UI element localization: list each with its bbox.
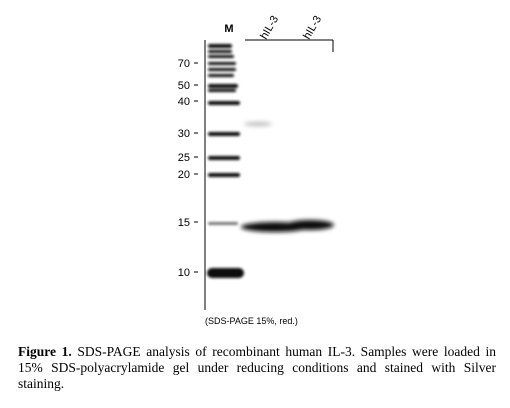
figure-caption: Figure 1. SDS-PAGE analysis of recombina… xyxy=(18,344,496,392)
marker-label: 70 xyxy=(178,58,190,70)
gel-note: (SDS-PAGE 15%, red.) xyxy=(205,316,298,326)
caption-text: SDS-PAGE analysis of recombinant human I… xyxy=(18,344,497,391)
marker-label: 20 xyxy=(178,169,190,181)
marker-labels: 70 50 40 30 25 20 15 10 xyxy=(178,58,198,279)
marker-label: 30 xyxy=(178,128,190,140)
marker-label: 50 xyxy=(178,80,190,92)
marker-label: 15 xyxy=(178,217,190,229)
marker-label: 25 xyxy=(178,152,190,164)
marker-label: 40 xyxy=(178,96,190,108)
sample-bands xyxy=(241,122,334,232)
lane-label: hIL-3 xyxy=(258,14,281,42)
caption-label: Figure 1. xyxy=(18,344,72,359)
lane-label: hIL-3 xyxy=(301,14,324,42)
gel-figure: M hIL-3 hIL-3 70 50 40 30 25 20 15 10 xyxy=(178,14,334,326)
marker-label: 10 xyxy=(178,267,190,279)
marker-bands xyxy=(207,44,244,278)
lane-label: M xyxy=(224,23,233,35)
